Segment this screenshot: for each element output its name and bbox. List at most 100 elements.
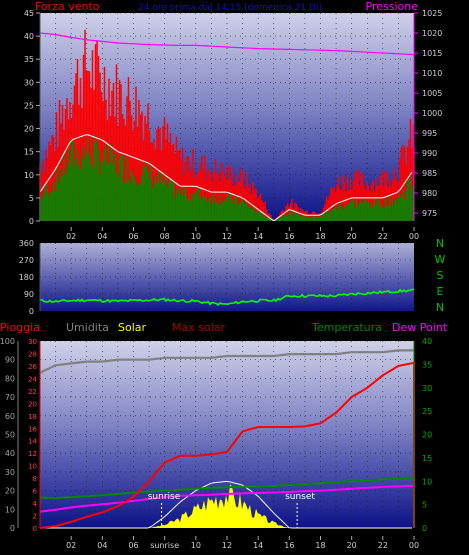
y-tick-direction: 360 xyxy=(19,239,34,248)
y-tick-pressure: 990 xyxy=(422,149,437,158)
x-tick-label: 02 xyxy=(66,232,76,241)
wind-axes: 0510152025303540459759809859909951000100… xyxy=(24,9,443,241)
pressure-line xyxy=(39,32,415,56)
y-tick-temp: 35 xyxy=(422,360,432,369)
x-tick-label: 00 xyxy=(409,541,419,550)
y-tick-rain: 26 xyxy=(28,363,37,371)
sunset-label: sunset xyxy=(285,492,315,502)
x-tick-label: 12 xyxy=(222,541,232,550)
solar-area xyxy=(40,484,414,528)
x-tick-label: 20 xyxy=(347,541,357,550)
y-tick-temp: 15 xyxy=(422,454,432,463)
humidity-line xyxy=(39,349,414,374)
compass-e: E xyxy=(437,285,444,298)
y-tick-humidity: 0 xyxy=(10,524,15,533)
y-tick-humidity: 100 xyxy=(0,337,15,346)
y-tick-temp: 10 xyxy=(422,477,432,486)
y-tick-direction: 270 xyxy=(19,256,34,265)
direction-plot-area xyxy=(40,243,414,311)
compass-n-bottom: N xyxy=(436,301,444,314)
y-tick-wind: 45 xyxy=(24,9,34,18)
y-tick-pressure: 1005 xyxy=(422,89,442,98)
y-tick-rain: 8 xyxy=(33,475,37,483)
y-tick-direction: 90 xyxy=(24,290,34,299)
y-tick-rain: 12 xyxy=(28,450,37,458)
y-tick-rain: 24 xyxy=(28,375,37,383)
y-tick-pressure: 1020 xyxy=(422,29,442,38)
y-tick-humidity: 90 xyxy=(5,356,15,365)
y-tick-pressure: 980 xyxy=(422,189,437,198)
x-tick-label: 04 xyxy=(97,232,107,241)
y-tick-rain: 30 xyxy=(28,338,37,346)
compass-s: S xyxy=(437,269,444,282)
temperature-series xyxy=(39,349,415,529)
y-tick-humidity: 30 xyxy=(5,468,15,477)
x-tick-label: 22 xyxy=(378,232,388,241)
date-range-label: 24 ore prima dal 14:15 (domenica 21 Di) xyxy=(138,3,322,13)
y-tick-wind: 0 xyxy=(29,217,34,226)
y-tick-temp: 30 xyxy=(422,384,432,393)
maxsolar-label: Max solar xyxy=(172,321,225,334)
y-tick-direction: 0 xyxy=(29,307,34,316)
y-tick-pressure: 995 xyxy=(422,129,437,138)
y-tick-rain: 14 xyxy=(28,438,37,446)
y-tick-temp: 0 xyxy=(422,524,427,533)
y-tick-humidity: 70 xyxy=(5,393,15,402)
y-tick-pressure: 1000 xyxy=(422,109,442,118)
y-tick-rain: 28 xyxy=(28,350,37,358)
y-tick-rain: 20 xyxy=(28,400,37,408)
y-tick-rain: 18 xyxy=(28,413,37,421)
x-tick-label: sunrise xyxy=(150,541,179,550)
y-tick-pressure: 1025 xyxy=(422,9,442,18)
x-tick-label: 14 xyxy=(253,541,263,550)
y-tick-pressure: 975 xyxy=(422,209,437,218)
y-tick-temp: 40 xyxy=(422,337,432,346)
rain-line xyxy=(39,361,415,529)
temperature-label: Temperatura xyxy=(311,321,382,334)
x-tick-label: 02 xyxy=(66,541,76,550)
y-tick-wind: 35 xyxy=(24,55,34,64)
y-tick-wind: 25 xyxy=(24,101,34,110)
x-tick-label: 10 xyxy=(191,232,201,241)
pressure-label: Pressione xyxy=(366,0,419,13)
x-tick-label: 12 xyxy=(222,232,232,241)
y-tick-rain: 10 xyxy=(28,463,37,471)
max-solar-line xyxy=(40,480,412,529)
wind-average-line xyxy=(39,134,413,222)
y-tick-rain: 0 xyxy=(33,525,37,533)
y-tick-wind: 5 xyxy=(29,194,34,203)
x-tick-label: 04 xyxy=(97,541,107,550)
x-tick-label: 14 xyxy=(253,232,263,241)
x-tick-label: 22 xyxy=(378,541,388,550)
y-tick-rain: 16 xyxy=(28,425,37,433)
y-tick-rain: 2 xyxy=(33,513,37,521)
y-tick-wind: 15 xyxy=(24,148,34,157)
y-tick-rain: 6 xyxy=(33,488,38,496)
y-tick-humidity: 40 xyxy=(5,449,15,458)
solar-label: Solar xyxy=(118,321,147,334)
y-tick-humidity: 50 xyxy=(5,431,15,440)
direction-series xyxy=(39,288,415,306)
wind-direction-line xyxy=(39,288,415,306)
y-tick-wind: 20 xyxy=(24,125,34,134)
y-tick-wind: 30 xyxy=(24,78,34,87)
y-tick-humidity: 80 xyxy=(5,374,15,383)
dewpoint-label: Dew Point xyxy=(392,321,448,334)
compass-n-top: N xyxy=(436,237,444,250)
y-tick-direction: 180 xyxy=(19,273,34,282)
compass-labels: N W S E N xyxy=(435,237,446,314)
humidity-label: Umidita xyxy=(66,321,109,334)
temperature-line xyxy=(39,476,415,500)
rain-label: Pioggia xyxy=(0,321,40,334)
direction-axes: 0 90 180 270 360 xyxy=(19,239,41,316)
x-tick-label: 00 xyxy=(409,232,419,241)
x-tick-label: 16 xyxy=(284,541,294,550)
x-tick-label: 10 xyxy=(191,541,201,550)
temperature-axes: 0102030405060708090100024681012141618202… xyxy=(0,337,432,550)
sunrise-label: sunrise xyxy=(148,492,181,502)
x-tick-label: 08 xyxy=(160,232,170,241)
y-tick-humidity: 10 xyxy=(5,505,15,514)
y-tick-temp: 25 xyxy=(422,407,432,416)
x-tick-label: 06 xyxy=(128,541,138,550)
